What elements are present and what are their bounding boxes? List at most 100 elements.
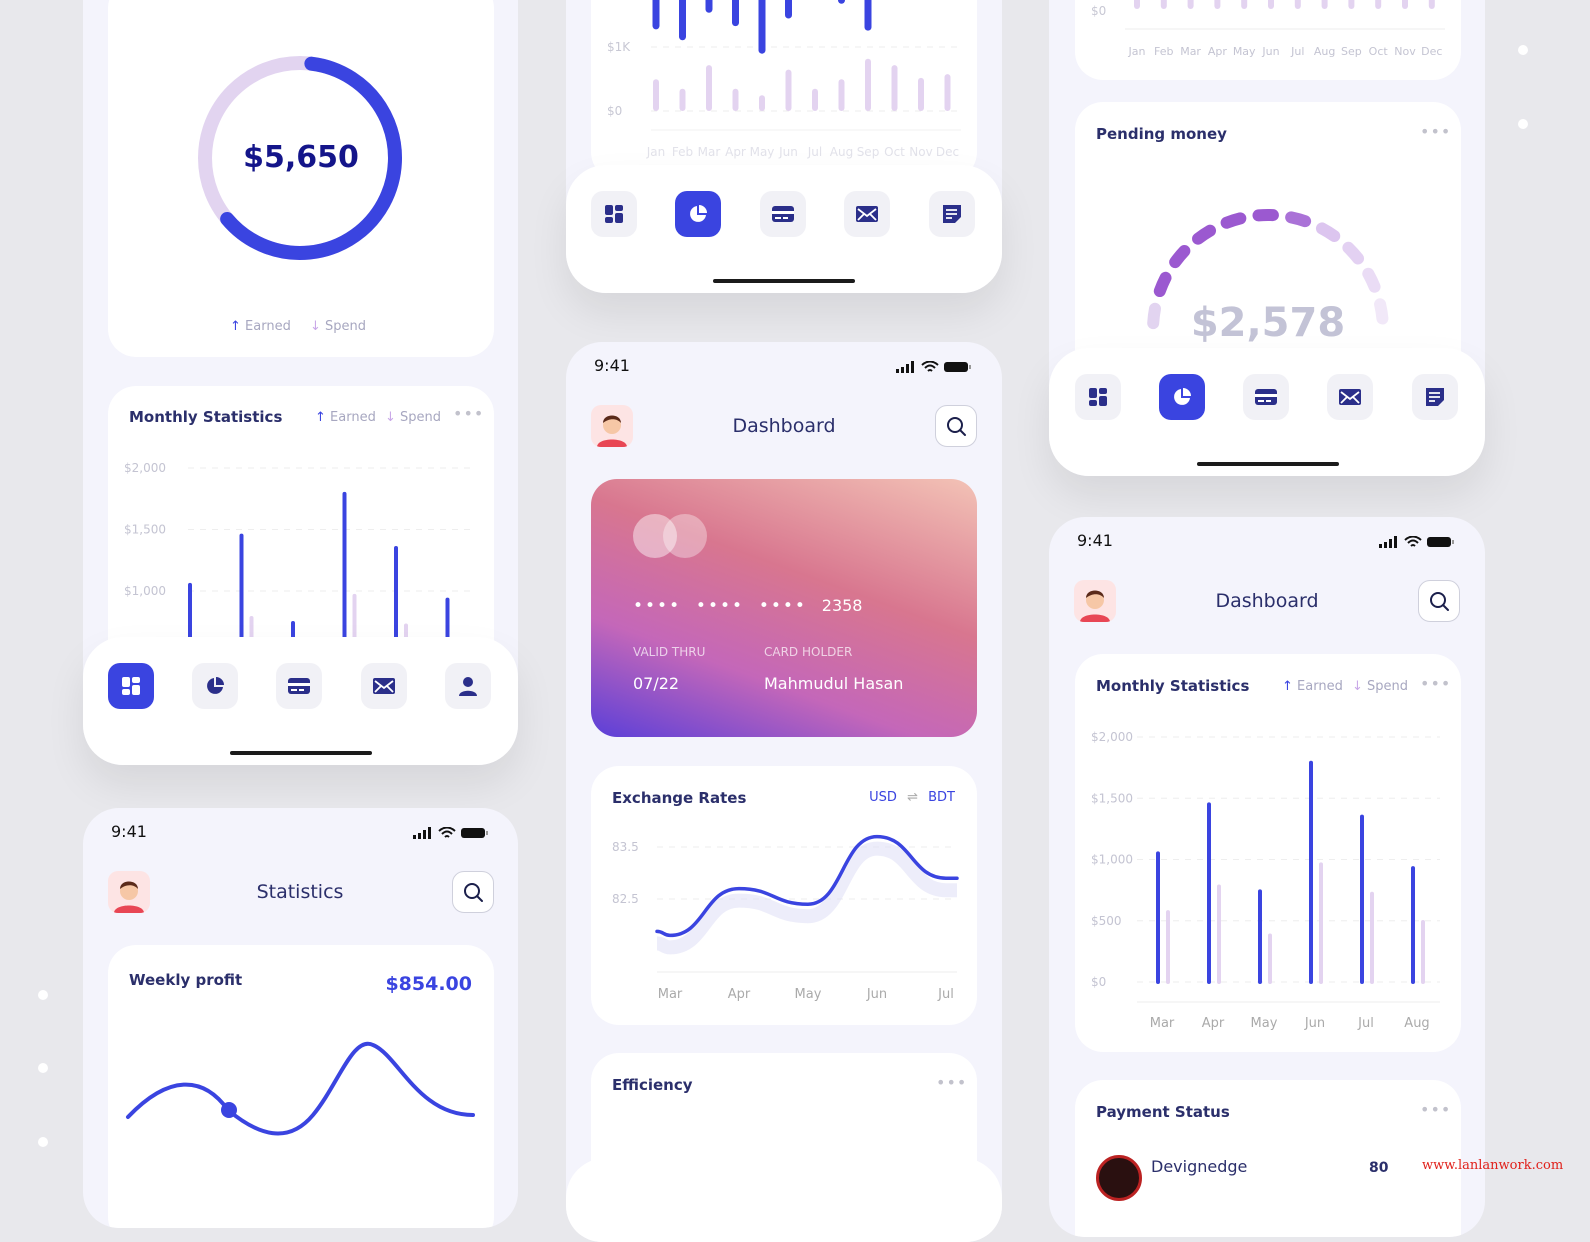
- monthly-stats-card-right: Monthly Statistics ↑ Earned ↓ Spend ••• …: [1075, 654, 1461, 1052]
- dashboard-phone: 9:41 Dashboard •••• •••• •••• 2358 VALID…: [566, 342, 1002, 1242]
- avatar[interactable]: [108, 871, 150, 913]
- gauge-segment: [1160, 278, 1166, 291]
- card-title: Payment Status: [1096, 1103, 1230, 1121]
- credit-card[interactable]: •••• •••• •••• 2358 VALID THRU 07/22 CAR…: [591, 479, 977, 737]
- notes-icon: [1424, 386, 1446, 408]
- weekly-profit-line: [108, 945, 494, 1228]
- nav-cards[interactable]: [1243, 374, 1289, 420]
- avatar[interactable]: [1074, 580, 1116, 622]
- pie-chart-icon: [204, 675, 226, 697]
- search-button[interactable]: [1418, 580, 1460, 622]
- page-title: Statistics: [200, 881, 400, 903]
- decor-dot: [1518, 119, 1528, 129]
- y-tick-label: $2,000: [1091, 730, 1133, 744]
- nav-messages[interactable]: [1327, 374, 1373, 420]
- home-indicator[interactable]: [230, 751, 372, 755]
- gauge-segment: [1198, 231, 1210, 239]
- x-tick-label: Feb: [672, 145, 693, 159]
- nav-statistics[interactable]: [1159, 374, 1205, 420]
- card-number: •••• •••• •••• 2358: [633, 596, 862, 616]
- nav-cards[interactable]: [760, 191, 806, 237]
- nav-dashboard[interactable]: [1075, 374, 1121, 420]
- nav-cards[interactable]: [276, 663, 322, 709]
- gauge-segment: [1348, 248, 1358, 259]
- legend-earned: ↑ Earned: [230, 319, 291, 334]
- nav-notes[interactable]: [929, 191, 975, 237]
- y-tick-label: $1,000: [1091, 853, 1133, 867]
- search-button[interactable]: [452, 871, 494, 913]
- home-indicator[interactable]: [1197, 462, 1339, 466]
- nav-dashboard[interactable]: [108, 663, 154, 709]
- x-tick-label: Jul: [1290, 45, 1304, 58]
- card-logo: [633, 514, 721, 558]
- nav-profile[interactable]: [445, 663, 491, 709]
- balance-amount: $5,650: [108, 140, 494, 175]
- donut-chart: [108, 0, 494, 357]
- battery-icon: [1427, 533, 1455, 552]
- y-tick-label: $1,500: [124, 523, 166, 537]
- payment-item-name: Devignedge: [1151, 1157, 1247, 1176]
- x-tick-label: Mar: [1150, 1016, 1175, 1031]
- card-title: Efficiency: [612, 1076, 693, 1094]
- search-icon: [945, 415, 967, 437]
- y-tick-label: $2,000: [124, 461, 166, 475]
- more-options-button[interactable]: •••: [936, 1073, 967, 1092]
- x-tick-label: Sep: [1341, 45, 1362, 58]
- signal-icon: [413, 824, 433, 843]
- gauge-segment: [1322, 228, 1334, 236]
- nav-statistics[interactable]: [192, 663, 238, 709]
- y-tick-label: 82.5: [612, 892, 639, 906]
- bottom-nav: [1049, 348, 1485, 476]
- balance-card: $5,650 ↑ Earned ↓ Spend: [108, 0, 494, 357]
- avatar[interactable]: [591, 405, 633, 447]
- search-icon: [462, 881, 484, 903]
- x-tick-label: Mar: [1180, 45, 1201, 58]
- nav-statistics[interactable]: [675, 191, 721, 237]
- page-title: Dashboard: [684, 415, 884, 437]
- x-tick-label: Jun: [866, 987, 887, 1002]
- x-tick-label: Jul: [807, 145, 822, 159]
- nav-messages[interactable]: [361, 663, 407, 709]
- status-icons: [896, 358, 972, 377]
- x-tick-label: May: [1233, 45, 1256, 58]
- x-tick-label: Mar: [698, 145, 721, 159]
- x-tick-label: Nov: [909, 145, 932, 159]
- pending-money-card: Pending money ••• $2,578: [1075, 102, 1461, 382]
- avatar-illustration: [591, 405, 633, 447]
- decor-dot: [38, 990, 48, 1000]
- x-tick-label: Oct: [884, 145, 905, 159]
- y-tick-label: $0: [1091, 975, 1106, 989]
- y-tick-label: $500: [1091, 914, 1122, 928]
- payment-item-value: 80: [1369, 1160, 1388, 1176]
- signal-icon: [1379, 533, 1399, 552]
- nav-dashboard[interactable]: [591, 191, 637, 237]
- mail-icon: [855, 204, 879, 224]
- status-icons: [413, 824, 489, 843]
- profit-line: [128, 1044, 473, 1134]
- y-tick-label: $1,500: [1091, 791, 1133, 805]
- x-tick-label: Jan: [646, 145, 666, 159]
- mail-icon: [372, 676, 396, 696]
- nav-messages[interactable]: [844, 191, 890, 237]
- wifi-icon: [921, 358, 939, 377]
- nav-notes[interactable]: [1412, 374, 1458, 420]
- notes-icon: [941, 203, 963, 225]
- x-tick-label: Apr: [1208, 45, 1228, 58]
- card-icon: [287, 676, 311, 696]
- x-tick-label: May: [795, 987, 822, 1002]
- status-icons: [1379, 533, 1455, 552]
- more-options-button[interactable]: •••: [1420, 1100, 1451, 1119]
- avatar-illustration: [108, 871, 150, 913]
- home-indicator[interactable]: [713, 279, 855, 283]
- user-icon: [457, 675, 479, 697]
- battery-icon: [461, 824, 489, 843]
- search-button[interactable]: [935, 405, 977, 447]
- wifi-icon: [438, 824, 456, 843]
- x-tick-label: Jun: [778, 145, 798, 159]
- x-tick-label: Apr: [1202, 1016, 1225, 1031]
- y-tick-label: $1,000: [124, 584, 166, 598]
